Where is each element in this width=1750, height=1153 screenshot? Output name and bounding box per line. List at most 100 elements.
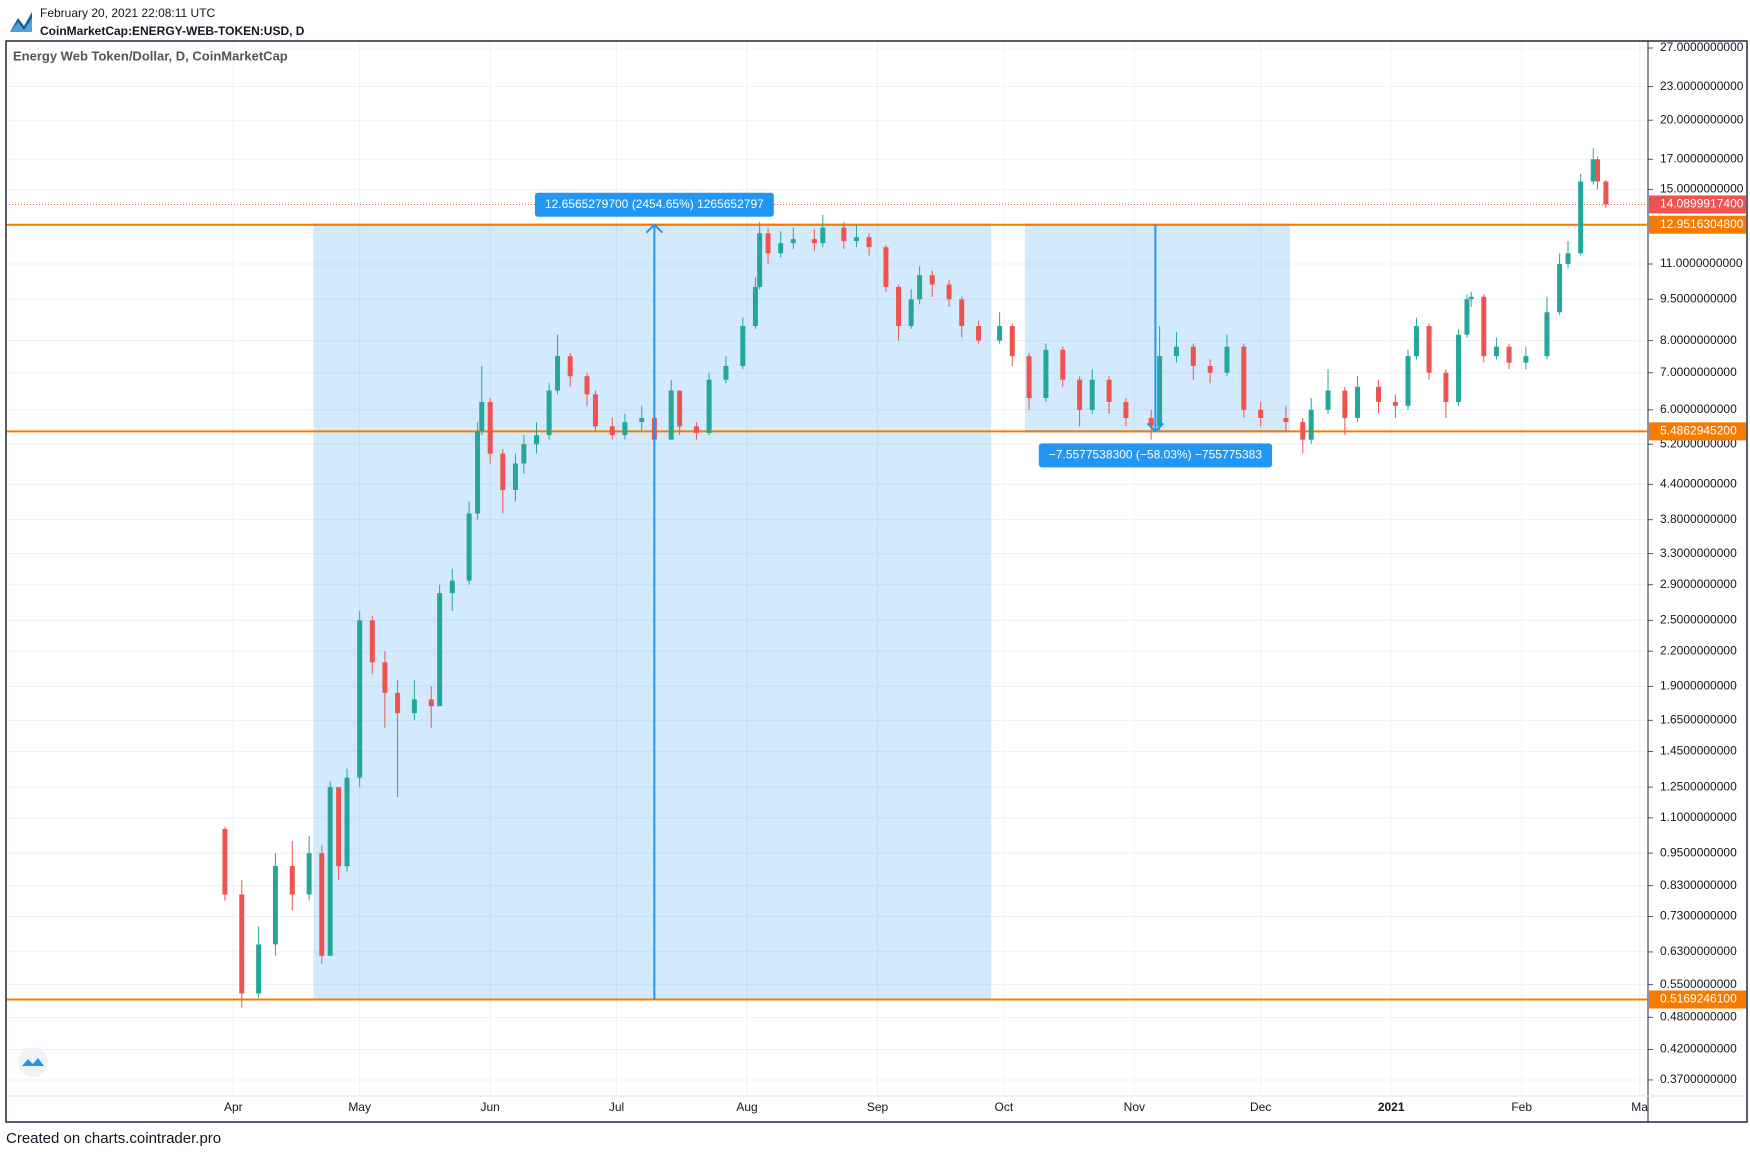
y-tick-label: 1.9000000000 [1660, 679, 1737, 693]
y-tick-label: 2.2000000000 [1660, 643, 1737, 657]
y-tick-label: 0.6300000000 [1660, 944, 1737, 958]
price-label: 0.5169246100 [1660, 992, 1737, 1006]
candle-body [609, 426, 615, 436]
price-label: 5.4862945200 [1660, 424, 1737, 438]
candle-body [778, 243, 784, 254]
x-tick-label: Apr [224, 1100, 243, 1114]
candle-body [908, 299, 914, 327]
price-label-bg [1649, 195, 1746, 214]
candle-body [521, 444, 527, 464]
measure-label-bg [1038, 443, 1273, 468]
candle-body [1148, 417, 1154, 427]
candle-body [1468, 296, 1474, 300]
candle-body [533, 435, 539, 445]
frame [5, 40, 1748, 1123]
measure-label: 12.6565279700 (2454.65%) 1265652797 [545, 197, 764, 211]
candle-body [811, 239, 817, 244]
price-label-bg [1649, 215, 1746, 234]
candle-body [841, 227, 847, 242]
y-tick-label: 3.3000000000 [1660, 546, 1737, 560]
candle-body [1026, 356, 1032, 399]
candle-body [866, 237, 872, 248]
candle-body [639, 417, 645, 423]
y-tick-label: 9.5000000000 [1660, 291, 1737, 305]
candle-body [592, 394, 598, 427]
candle-body [1594, 159, 1600, 182]
x-tick-label: Ma [1631, 1100, 1648, 1114]
candle-body [1565, 253, 1571, 265]
candle-body [239, 894, 245, 994]
candle-body [622, 422, 628, 436]
candle-body [222, 829, 228, 895]
candle-body [272, 866, 278, 945]
candle-body [896, 286, 902, 327]
candle-body [1456, 334, 1462, 402]
y-tick-label: 0.8300000000 [1660, 878, 1737, 892]
y-tick-label: 1.6500000000 [1660, 713, 1737, 727]
candle-body [306, 853, 312, 895]
watermark-circle [18, 1047, 48, 1077]
x-tick-label: Sep [867, 1100, 889, 1114]
y-tick-label: 1.4500000000 [1660, 744, 1737, 758]
x-tick-label: 2021 [1378, 1100, 1405, 1114]
candle-body [997, 326, 1003, 341]
candle-body [428, 699, 434, 707]
candle-body [1426, 326, 1432, 373]
y-tick-label: 0.5500000000 [1660, 977, 1737, 991]
x-tick-label: Jun [480, 1100, 499, 1114]
y-tick-label: 11.0000000000 [1660, 256, 1743, 270]
timestamp: February 20, 2021 22:08:11 UTC [40, 6, 216, 20]
candle-body [668, 390, 674, 440]
x-tick-label: Jul [609, 1100, 624, 1114]
candle-body [1354, 386, 1360, 418]
candle-body [723, 365, 729, 380]
candle-body [1603, 181, 1609, 205]
y-tick-label: 0.9500000000 [1660, 845, 1737, 859]
footer: Created on charts.cointrader.pro [6, 1130, 221, 1147]
candle-body [437, 593, 443, 707]
candle-body [555, 356, 561, 391]
candle-body [1106, 379, 1112, 402]
candle-body [1258, 409, 1264, 418]
candle-body [475, 430, 481, 514]
candle-body [1392, 401, 1398, 406]
arrow-head [645, 223, 664, 234]
candle-body [1443, 372, 1449, 402]
x-tick-label: May [348, 1100, 371, 1114]
y-tick-label: 23.0000000000 [1660, 79, 1744, 93]
candle-body [546, 390, 552, 436]
candle-body [289, 866, 295, 895]
price-label-bg [1649, 990, 1746, 1009]
candle-body [1241, 346, 1247, 410]
candle-body [1342, 390, 1348, 418]
price-label: 14.0899917400 [1660, 197, 1744, 211]
candle-body [327, 787, 333, 956]
y-tick-label: 0.4200000000 [1660, 1042, 1737, 1056]
candle-body [1493, 346, 1499, 357]
candle-body [357, 620, 363, 778]
candle-body [757, 233, 763, 287]
candle-body [1224, 346, 1230, 373]
y-tick-label: 27.0000000000 [1660, 40, 1744, 54]
y-tick-label: 0.7300000000 [1660, 909, 1737, 923]
x-tick-label: Feb [1511, 1100, 1532, 1114]
arrow-head [1146, 422, 1165, 433]
candle-body [1283, 417, 1289, 423]
candle-body [1464, 299, 1470, 335]
chart-title: Energy Web Token/Dollar, D, CoinMarketCa… [13, 48, 288, 63]
candle-body [790, 239, 796, 244]
candle-body [256, 944, 262, 994]
candle-body [1376, 386, 1382, 402]
candle-body [411, 699, 417, 714]
candle-body [1523, 356, 1529, 363]
candle-body [1190, 346, 1196, 366]
candle-body [479, 401, 485, 431]
candle-body [567, 356, 573, 377]
measure-label: −7.5577538300 (−58.03%) −755775383 [1049, 448, 1263, 462]
candle-body [1173, 346, 1179, 357]
x-tick-label: Aug [736, 1100, 757, 1114]
candle-body [765, 233, 771, 254]
x-tick-label: Dec [1250, 1100, 1271, 1114]
symbol: CoinMarketCap:ENERGY-WEB-TOKEN:USD, D [40, 24, 305, 38]
